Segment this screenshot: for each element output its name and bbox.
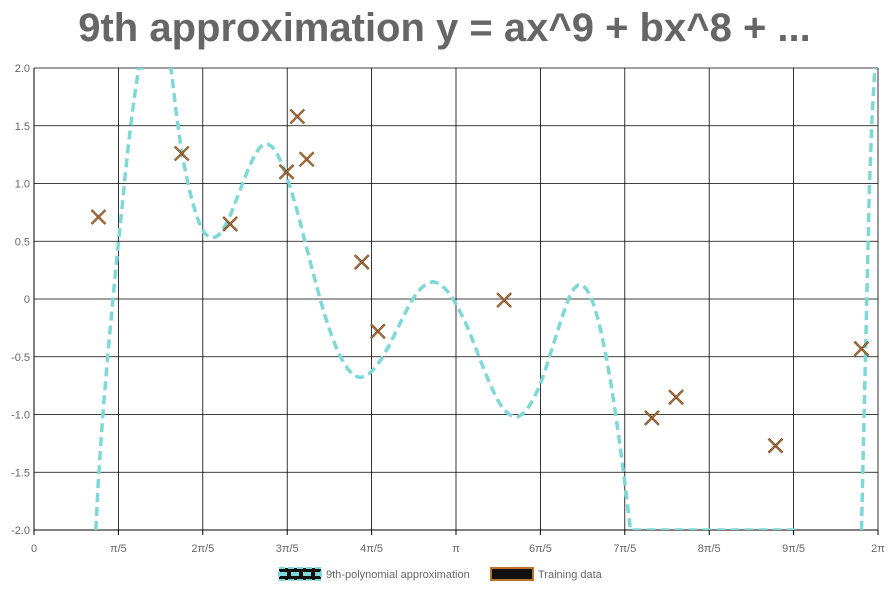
x-tick-labels: 0 π/5 2π/5 3π/5 4π/5 π 6π/5 7π/5 8π/5 9π/5 2π bbox=[31, 543, 885, 555]
y-tick-label: -2.0 bbox=[11, 525, 30, 537]
x-tick-label: 2π bbox=[871, 543, 885, 555]
x-tick-label: 3π/5 bbox=[276, 543, 299, 555]
x-tick-label: 4π/5 bbox=[360, 543, 383, 555]
x-tick-label: 9π/5 bbox=[782, 543, 805, 555]
training-point bbox=[496, 292, 512, 308]
training-point bbox=[853, 340, 870, 357]
training-point bbox=[668, 389, 684, 405]
training-point bbox=[353, 254, 370, 270]
training-point bbox=[767, 437, 784, 454]
legend-label-training: Training data bbox=[538, 569, 603, 581]
legend-swatch-approximation bbox=[279, 568, 321, 580]
training-point bbox=[644, 410, 660, 426]
legend: 9th-polynomial approximation Training dat… bbox=[278, 567, 603, 581]
legend-label-approximation: 9th-polynomial approximation bbox=[326, 569, 470, 581]
training-point bbox=[370, 323, 386, 340]
y-tick-label: 2.0 bbox=[15, 63, 30, 75]
x-tick-label: π/5 bbox=[110, 543, 127, 555]
y-tick-label: 0 bbox=[24, 294, 30, 306]
x-tick-label: π bbox=[452, 543, 460, 555]
y-tick-label: 0.5 bbox=[15, 236, 30, 248]
approximation-line bbox=[94, 68, 878, 530]
legend-item-training: Training data bbox=[490, 567, 603, 581]
training-point bbox=[278, 164, 295, 180]
training-point bbox=[298, 151, 315, 168]
legend-item-approximation: 9th-polynomial approximation bbox=[278, 567, 470, 581]
plot-marks bbox=[90, 68, 878, 530]
training-point bbox=[173, 145, 190, 162]
y-tick-label: 1.0 bbox=[15, 179, 30, 191]
x-tick-label: 7π/5 bbox=[613, 543, 636, 555]
x-tick-label: 6π/5 bbox=[529, 543, 552, 555]
y-tick-labels: 2.0 1.5 1.0 0.5 0 -0.5 -1.0 -1.5 -2.0 bbox=[11, 63, 30, 537]
y-tick-label: -0.5 bbox=[11, 352, 30, 364]
grid bbox=[33, 67, 879, 531]
x-tick-label: 2π/5 bbox=[191, 543, 214, 555]
x-tick-label: 8π/5 bbox=[698, 543, 721, 555]
y-tick-label: 1.5 bbox=[15, 121, 30, 133]
x-tick-label: 0 bbox=[31, 543, 37, 555]
y-tick-label: -1.5 bbox=[11, 467, 30, 479]
y-tick-label: -1.0 bbox=[11, 410, 30, 422]
training-point bbox=[222, 216, 238, 232]
training-point bbox=[289, 108, 306, 125]
legend-swatch-training bbox=[490, 567, 534, 581]
chart-title: 9th approximation y = ax^9 + bx^8 + ... bbox=[78, 6, 811, 50]
training-point bbox=[90, 209, 107, 225]
